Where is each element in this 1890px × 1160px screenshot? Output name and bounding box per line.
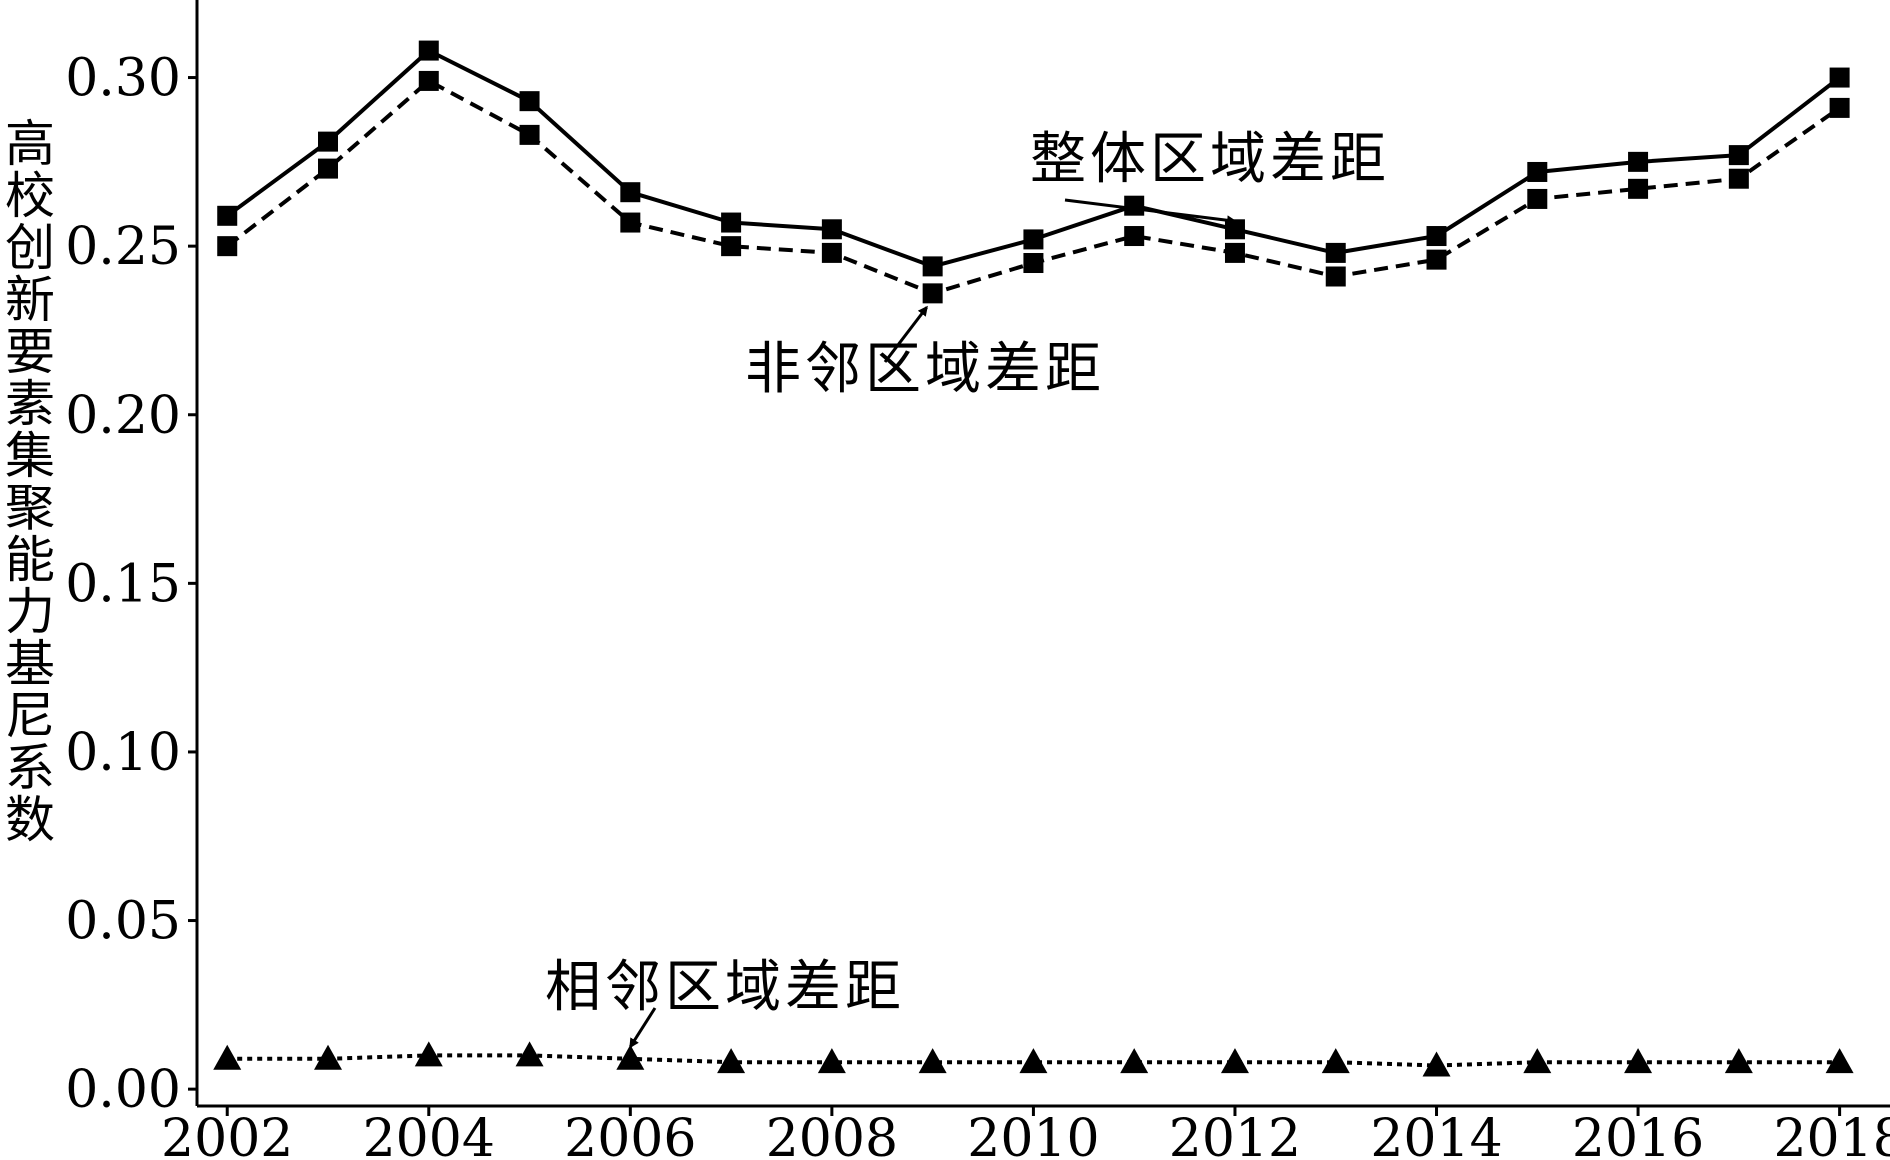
data-point	[1120, 1048, 1149, 1074]
data-point	[821, 242, 842, 263]
y-tick-label: 0.05	[65, 892, 181, 952]
y-axis-label-char: 数	[5, 791, 55, 849]
data-point	[217, 236, 238, 257]
data-point	[1023, 229, 1044, 250]
x-tick-label: 2014	[1370, 1109, 1502, 1160]
data-point	[1124, 226, 1145, 247]
data-point	[414, 1041, 443, 1067]
data-point	[1325, 242, 1346, 263]
annotation-label: 相邻区域差距	[545, 955, 905, 1020]
x-tick-label: 2006	[564, 1109, 696, 1160]
data-point	[1224, 219, 1245, 240]
data-point	[616, 1044, 645, 1070]
data-point	[817, 1048, 846, 1074]
data-point	[1628, 151, 1649, 172]
data-point	[418, 70, 439, 91]
data-point	[1426, 226, 1447, 247]
y-axis-label-char: 素	[5, 375, 55, 433]
x-tick-label: 2002	[161, 1109, 293, 1160]
data-point	[314, 1044, 343, 1070]
x-tick-label: 2004	[363, 1109, 495, 1160]
data-point	[1019, 1048, 1048, 1074]
y-axis-label-char: 尼	[5, 687, 55, 745]
y-tick-label: 0.15	[65, 554, 181, 614]
data-point	[620, 212, 641, 233]
y-tick-label: 0.10	[65, 723, 181, 783]
y-axis-label-char: 高	[5, 115, 55, 173]
y-axis-label: 高校创新要素集聚能力基尼系数	[0, 118, 60, 846]
data-point	[318, 158, 339, 179]
data-point	[515, 1041, 544, 1067]
y-axis-label-char: 力	[5, 583, 55, 641]
data-point	[1628, 178, 1649, 199]
data-point	[1422, 1051, 1451, 1077]
data-point	[1321, 1048, 1350, 1074]
data-point	[620, 182, 641, 203]
series-line	[227, 1053, 1840, 1068]
data-point	[213, 1044, 242, 1070]
y-axis-label-char: 聚	[5, 479, 55, 537]
data-point	[1825, 1048, 1854, 1074]
data-point	[721, 236, 742, 257]
data-point	[1527, 188, 1548, 209]
data-point	[1426, 249, 1447, 270]
data-point	[918, 1048, 947, 1074]
data-point	[1124, 195, 1145, 216]
data-point	[922, 283, 943, 304]
y-axis-label-char: 系	[5, 739, 55, 797]
data-point	[1023, 253, 1044, 274]
y-axis-label-char: 能	[5, 531, 55, 589]
data-point	[1523, 1048, 1552, 1074]
data-point	[1728, 145, 1749, 166]
annotation-label: 整体区域差距	[1030, 127, 1390, 192]
axes: 0.00 0.05 0.10 0.15 0.20 0.25 0.30 2002 2004 2006…	[65, 0, 1890, 1160]
x-tick-label: 2012	[1169, 1109, 1301, 1160]
data-point	[519, 91, 540, 112]
annotation-arrow	[629, 1007, 657, 1049]
data-point	[922, 256, 943, 277]
series-layer	[213, 40, 1854, 1077]
y-axis-label-char: 创	[5, 219, 55, 277]
x-tick-label: 2018	[1773, 1109, 1890, 1160]
y-axis-label-char: 要	[5, 323, 55, 381]
data-point	[1224, 242, 1245, 263]
data-point	[1829, 97, 1850, 118]
x-tick-label: 2008	[766, 1109, 898, 1160]
data-point	[1624, 1048, 1653, 1074]
data-point	[721, 212, 742, 233]
data-point	[1325, 266, 1346, 287]
data-point	[717, 1048, 746, 1074]
data-point	[821, 219, 842, 240]
annotation-arrow	[1064, 198, 1237, 226]
data-point	[1527, 161, 1548, 182]
y-axis-label-char: 基	[5, 635, 55, 693]
data-point	[318, 131, 339, 152]
data-point	[1829, 67, 1850, 88]
y-tick-label: 0.30	[65, 49, 181, 109]
annotation-label: 非邻区域差距	[745, 337, 1105, 402]
annotation-arrow	[883, 305, 928, 363]
data-point	[418, 40, 439, 61]
x-tick-label: 2016	[1572, 1109, 1704, 1160]
data-point	[217, 205, 238, 226]
y-axis-label-char: 新	[5, 271, 55, 329]
x-tick-label: 2010	[967, 1109, 1099, 1160]
y-axis-label-char: 校	[5, 167, 55, 225]
data-point	[519, 124, 540, 145]
y-tick-label: 0.25	[65, 217, 181, 277]
y-axis-label-char: 集	[5, 427, 55, 485]
data-point	[1724, 1048, 1753, 1074]
data-point	[1220, 1048, 1249, 1074]
y-tick-label: 0.20	[65, 386, 181, 446]
y-tick-label: 0.00	[65, 1060, 181, 1120]
data-point	[1728, 168, 1749, 189]
